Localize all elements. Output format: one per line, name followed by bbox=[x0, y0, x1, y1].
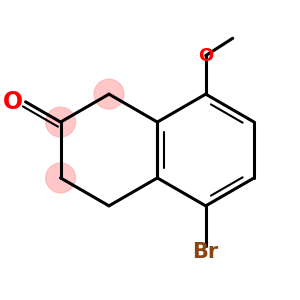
Circle shape bbox=[46, 163, 76, 193]
Text: Br: Br bbox=[193, 242, 219, 262]
Circle shape bbox=[94, 79, 124, 109]
Text: O: O bbox=[3, 90, 23, 114]
Text: O: O bbox=[198, 46, 213, 64]
Circle shape bbox=[46, 107, 76, 137]
